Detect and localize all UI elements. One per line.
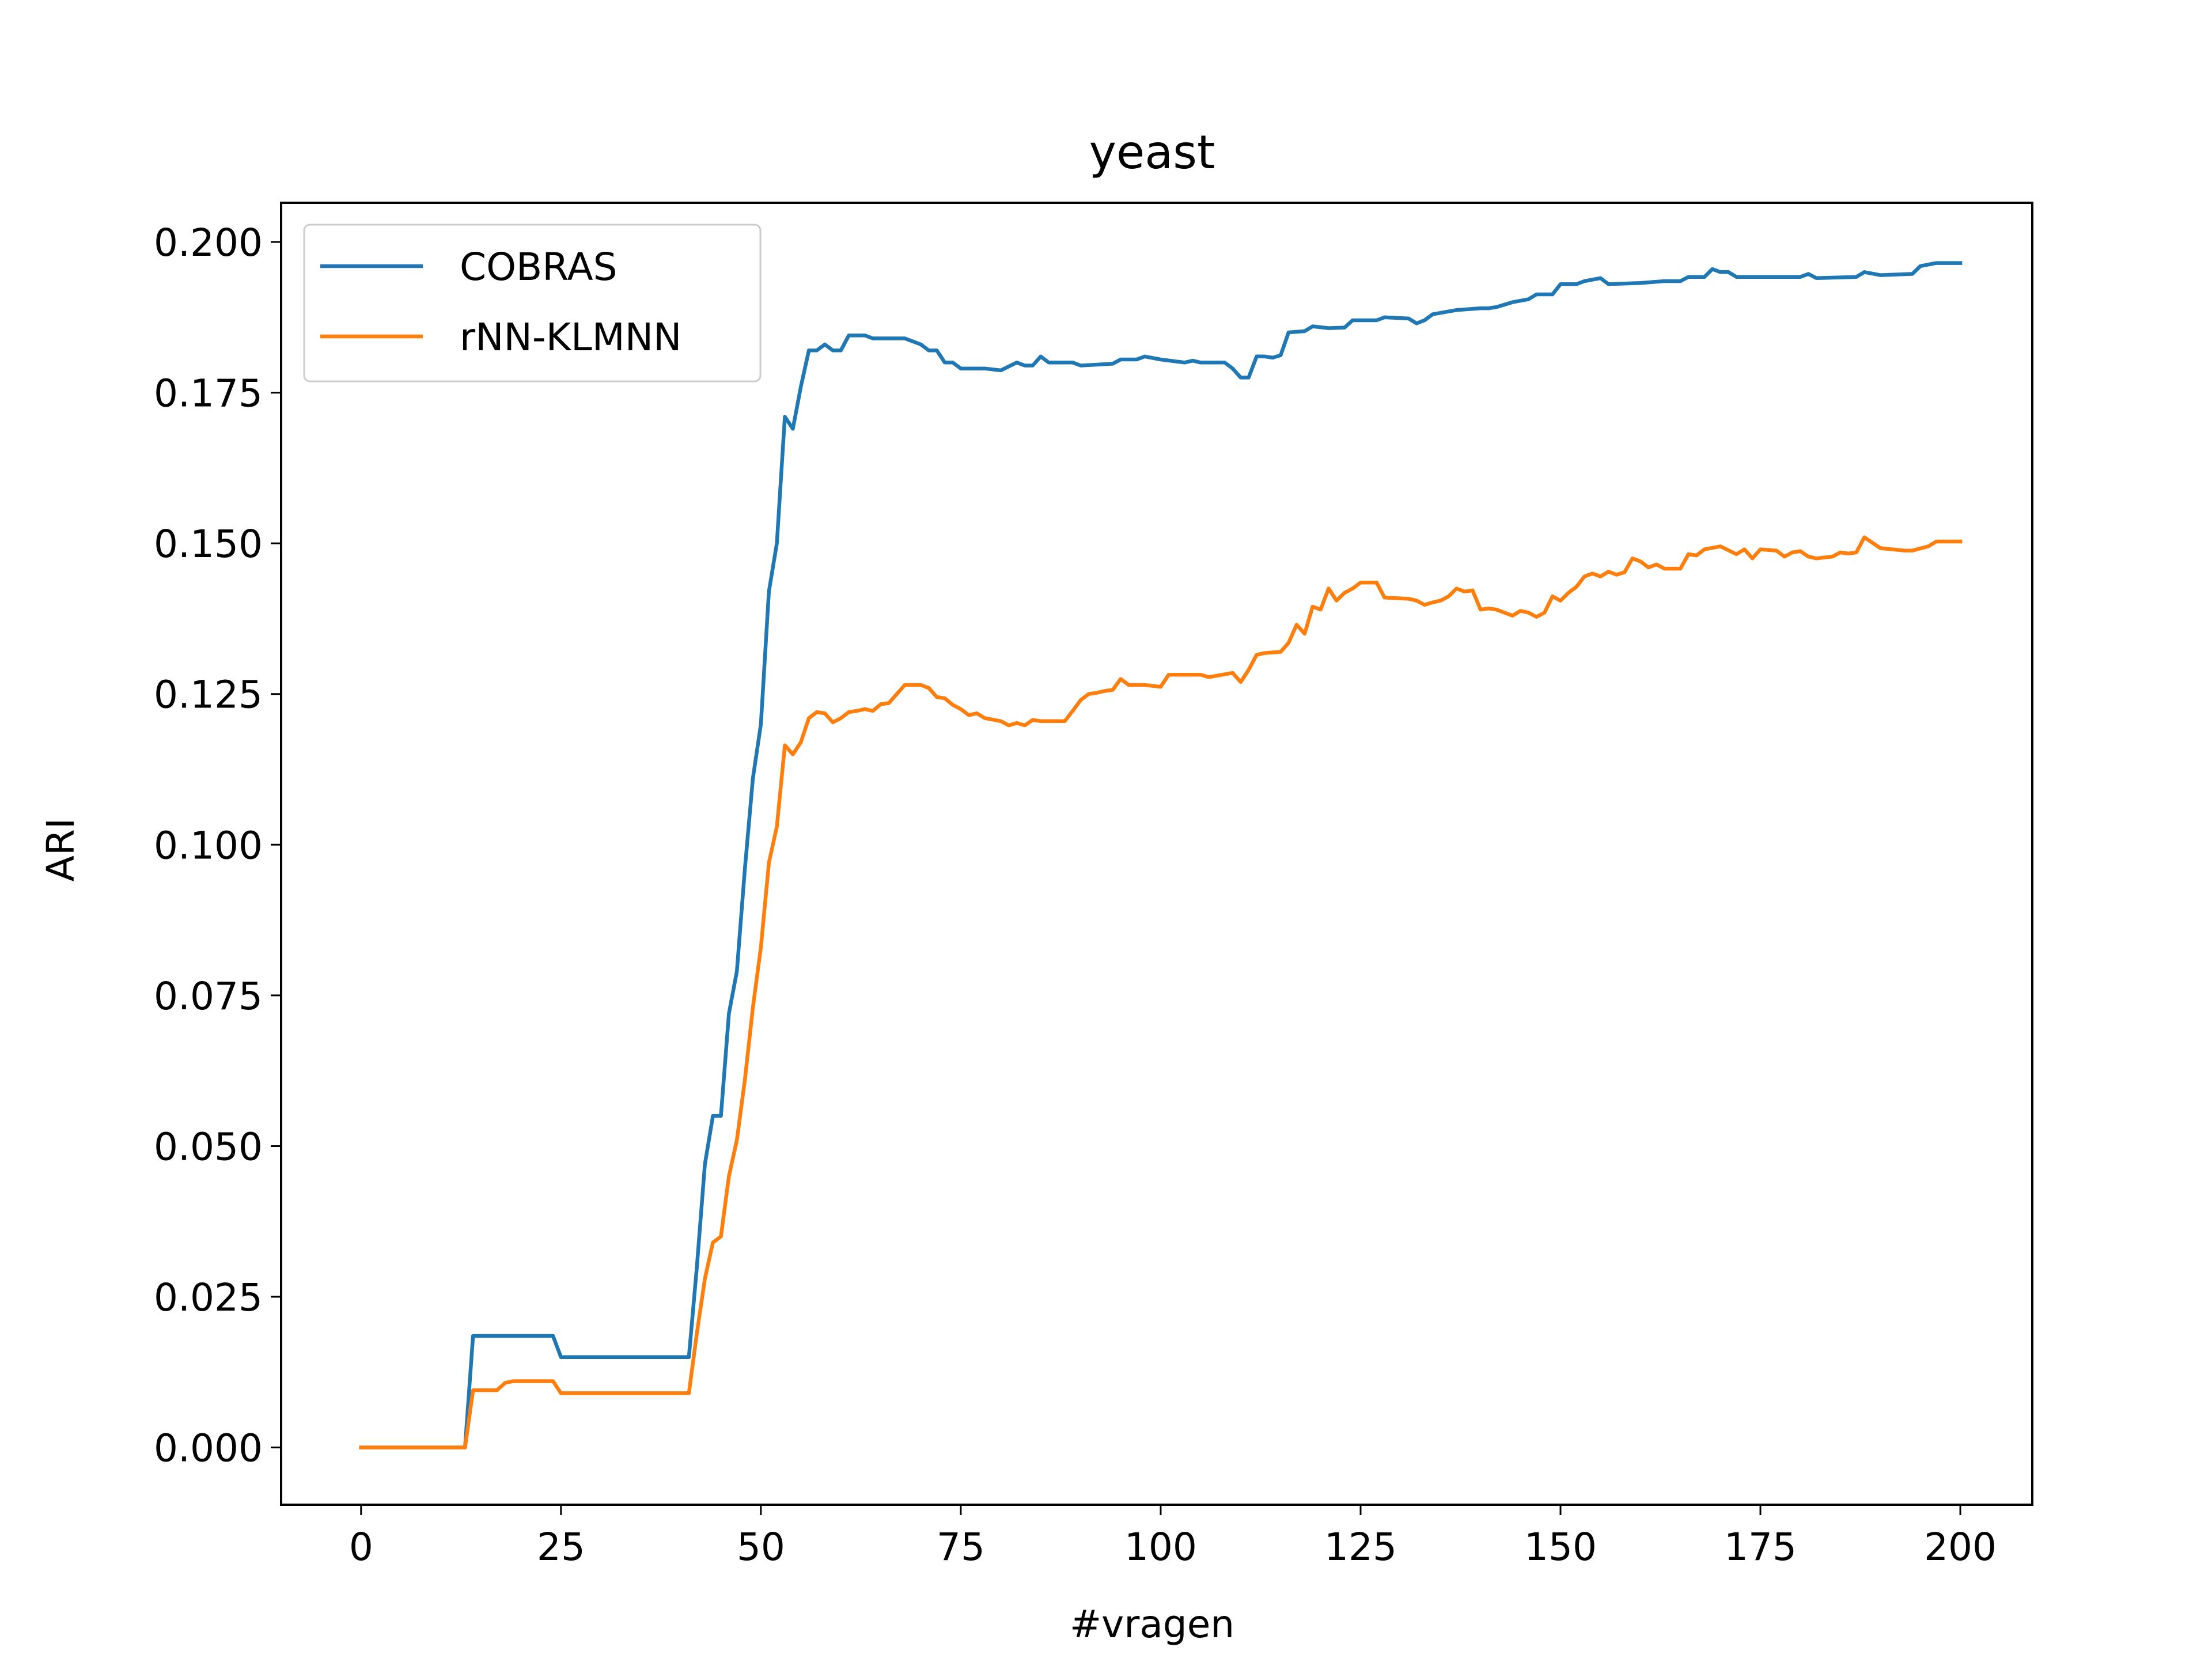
x-tick-label: 50 (737, 1525, 785, 1569)
y-tick-label: 0.025 (154, 1275, 263, 1320)
legend-label: COBRAS (460, 245, 618, 289)
series-line-rnn-klmnn (359, 535, 1963, 1449)
plot-area (359, 261, 1963, 1449)
chart-title: yeast (1089, 126, 1215, 179)
x-tick-label: 200 (1924, 1525, 1997, 1569)
y-tick-label: 0.100 (154, 823, 263, 868)
y-tick-label: 0.125 (154, 673, 263, 717)
y-tick-label: 0.075 (154, 974, 263, 1019)
x-tick-label: 175 (1724, 1525, 1797, 1569)
y-axis-ticks: 0.000 0.025 0.050 0.075 0.100 0.125 0.150 0.175… (154, 221, 281, 1471)
axes-frame (280, 202, 2033, 1506)
x-tick-label: 75 (937, 1525, 985, 1569)
legend-box (303, 224, 762, 383)
x-tick-label: 0 (349, 1525, 373, 1569)
y-tick-label: 0.150 (154, 522, 263, 566)
legend: COBRAS rNN-KLMNN (303, 224, 762, 383)
y-tick-label: 0.175 (154, 372, 263, 416)
y-tick-label: 0.000 (154, 1426, 263, 1471)
x-axis-ticks: 0 25 50 75 100 125 150 175 200 (349, 1505, 1997, 1569)
series-line-cobras (359, 261, 1963, 1449)
x-tick-label: 125 (1324, 1525, 1397, 1569)
y-tick-label: 0.050 (154, 1125, 263, 1169)
y-tick-label: 0.200 (154, 221, 263, 265)
x-tick-label: 25 (537, 1525, 585, 1569)
legend-label: rNN-KLMNN (460, 315, 681, 359)
x-axis-label: #vragen (1070, 1602, 1234, 1646)
x-tick-label: 150 (1524, 1525, 1597, 1569)
y-axis-label: ARI (39, 818, 83, 881)
x-tick-label: 100 (1124, 1525, 1197, 1569)
